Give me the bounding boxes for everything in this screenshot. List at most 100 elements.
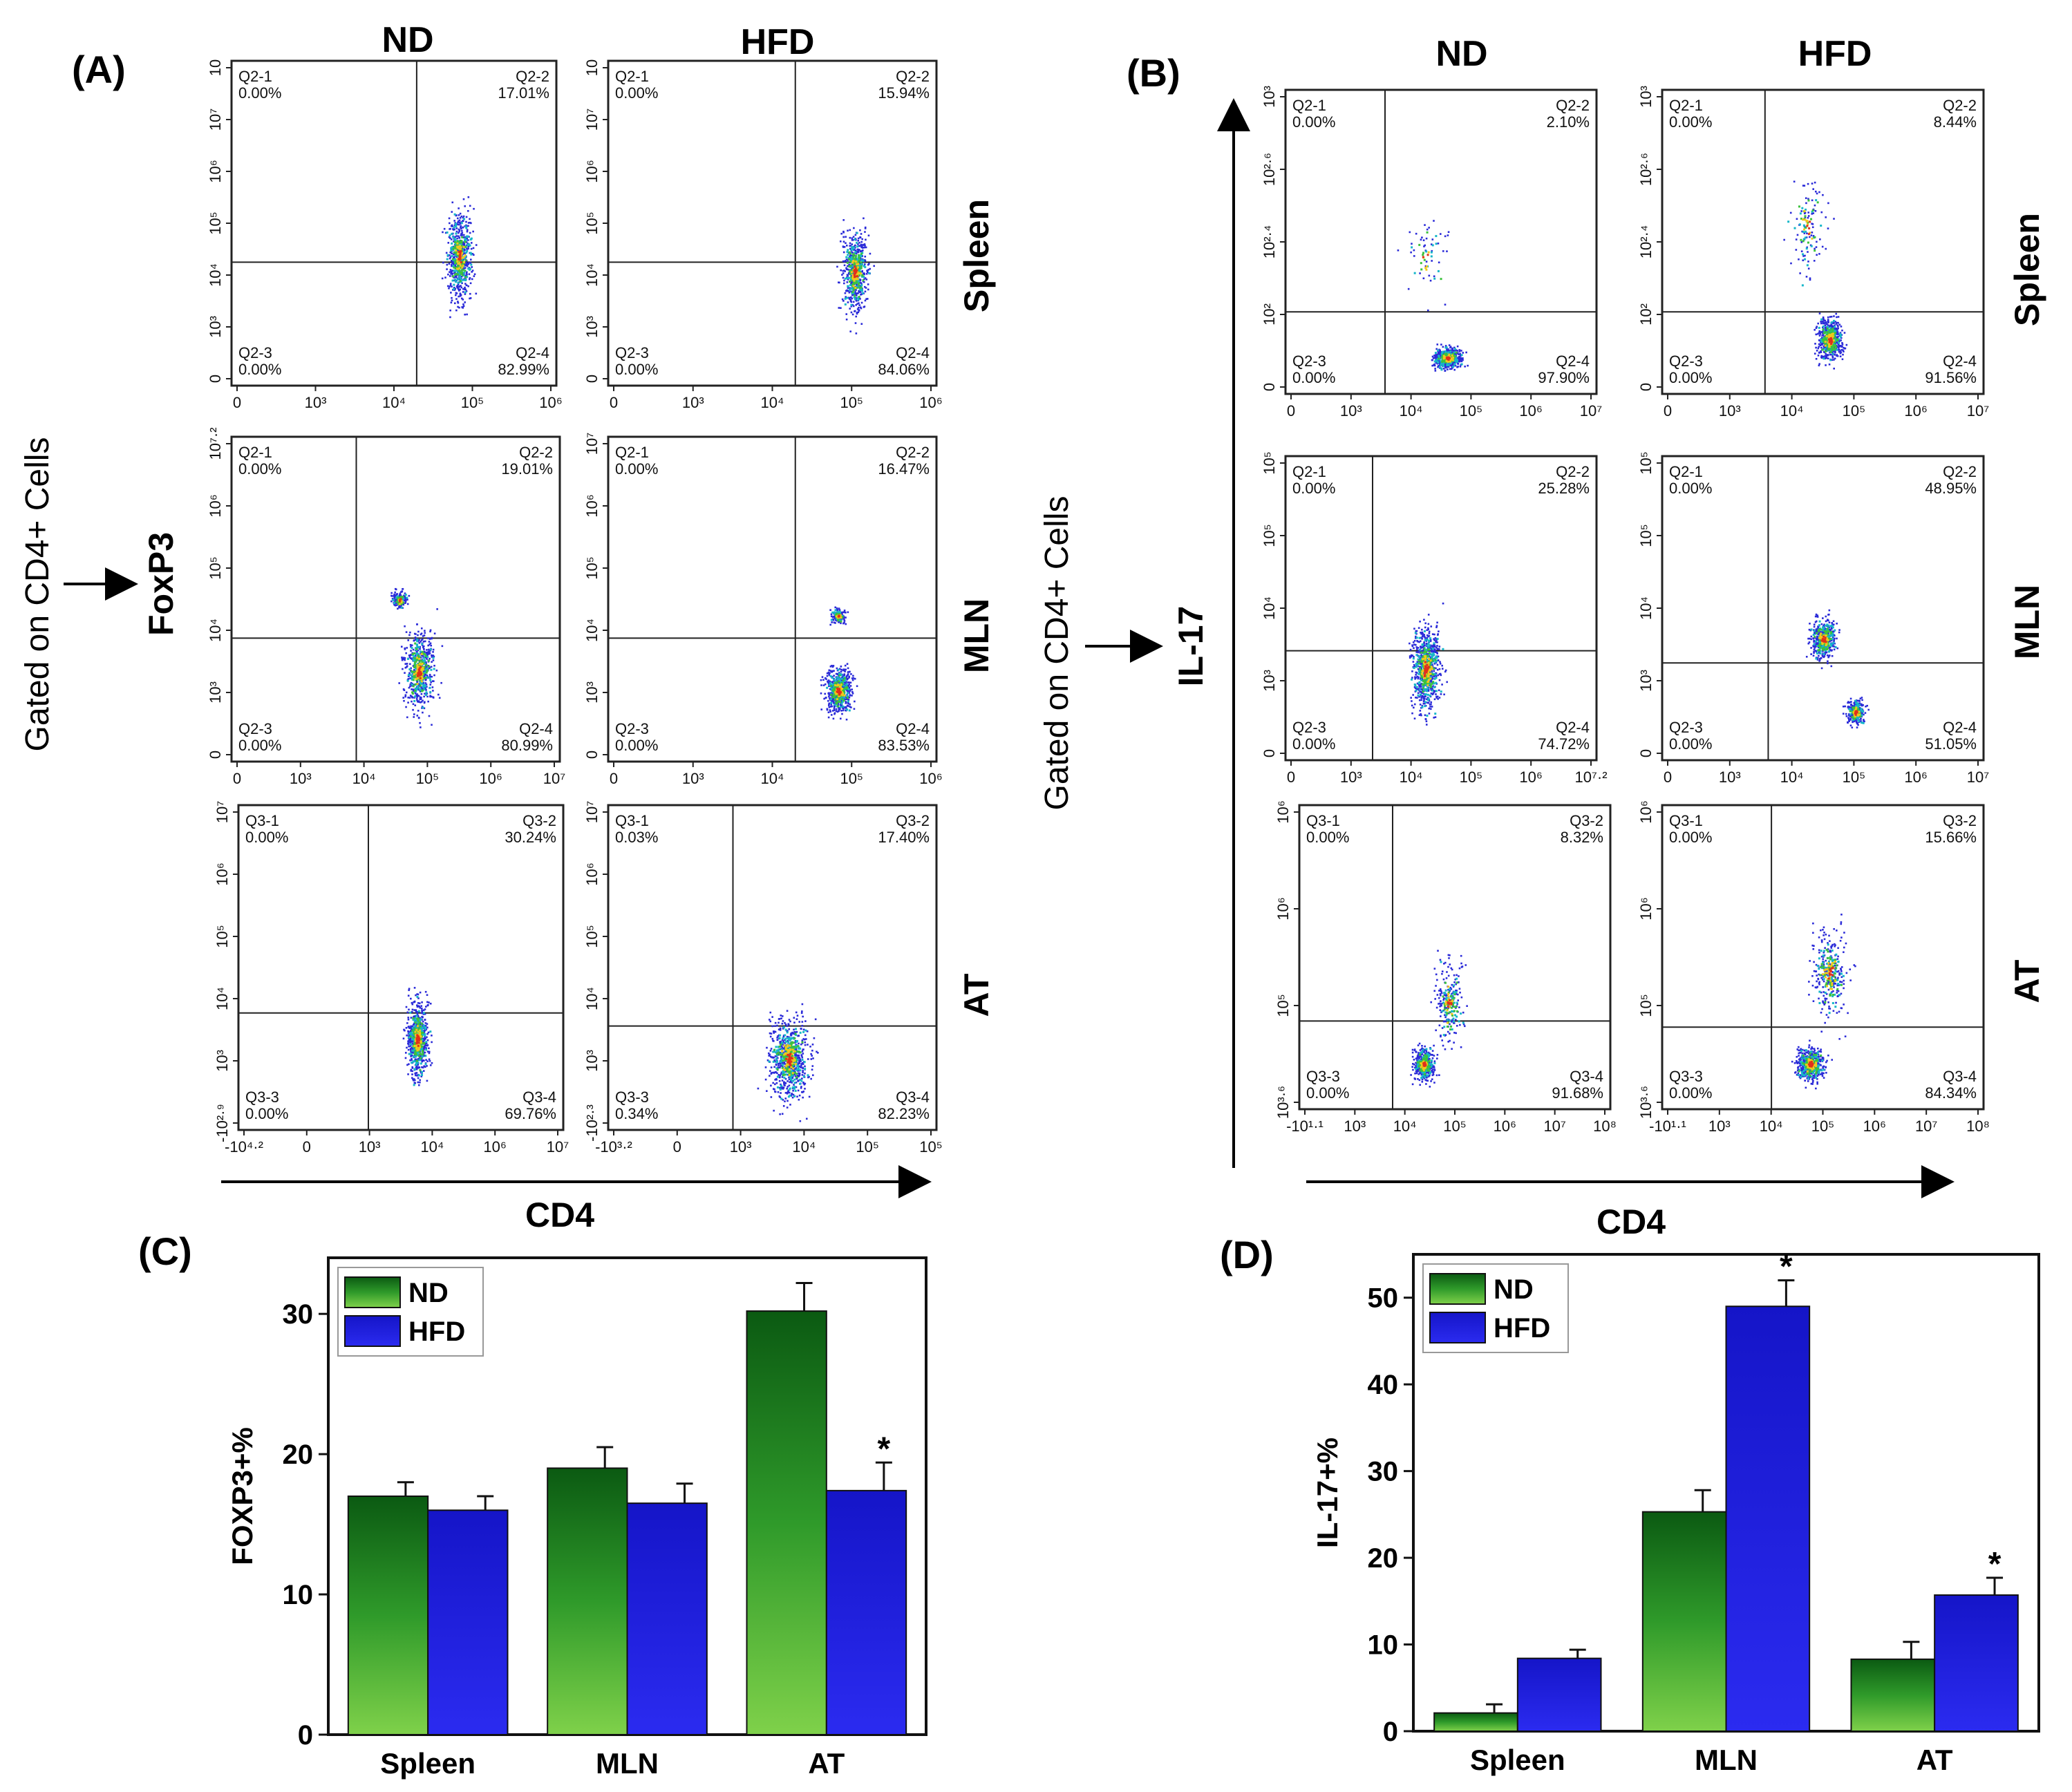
event-dot <box>843 279 845 282</box>
event-dot-dense <box>851 245 854 248</box>
event-dot-dense <box>776 1086 779 1088</box>
event-dot <box>858 245 860 247</box>
event-dot <box>774 1071 777 1073</box>
event-dot <box>783 1084 785 1086</box>
event-dot <box>822 684 825 686</box>
y-tick-label: 10⁴ <box>207 619 224 642</box>
event-dot <box>451 201 454 204</box>
event-dot-dense <box>422 706 424 709</box>
event-dot <box>793 1017 795 1019</box>
event-dot-dense <box>453 287 455 290</box>
event-dot <box>417 695 419 697</box>
event-dot <box>417 1058 420 1060</box>
event-dot <box>404 694 407 697</box>
event-dot-dense <box>861 292 864 294</box>
event-dot-dense <box>417 1041 420 1044</box>
event-dot <box>825 678 827 680</box>
event-dot <box>451 270 453 272</box>
event-dot-dense <box>768 1060 771 1063</box>
event-dot <box>464 283 467 285</box>
event-dot <box>413 713 415 715</box>
event-dot <box>830 613 833 616</box>
event-dot <box>469 277 471 279</box>
event-dot <box>419 991 422 994</box>
event-dot <box>425 661 427 663</box>
event-dot <box>415 1066 417 1068</box>
x-tick-label: 10⁵ <box>416 770 440 787</box>
event-dot <box>464 288 467 291</box>
event-dot <box>463 248 466 251</box>
event-dot-dense <box>850 303 853 306</box>
event-dot <box>429 629 432 632</box>
event-dot-dense <box>857 280 860 283</box>
event-dot <box>799 1058 802 1061</box>
event-dot-dense <box>417 645 420 648</box>
event-dot-dense <box>840 702 843 705</box>
event-dot <box>422 641 425 643</box>
event-dot-dense <box>411 1062 413 1064</box>
event-dot-dense <box>416 1049 419 1052</box>
flow-plot: Q2-1 0.00%Q2-2 19.01%Q2-3 0.00%Q2-4 80.99%10… <box>207 427 565 787</box>
event-dot <box>457 221 459 224</box>
event-dot <box>779 1062 781 1065</box>
event-dot-dense <box>462 260 464 263</box>
event-dot <box>829 688 831 690</box>
event-dot <box>831 616 834 619</box>
event-dot <box>410 1030 412 1032</box>
event-dot <box>404 601 407 603</box>
quadrant-label: Q3-2 30.24% <box>505 812 556 846</box>
event-dot <box>792 1093 795 1096</box>
event-dot <box>810 1077 812 1080</box>
event-dot <box>408 1039 411 1041</box>
event-dot <box>786 1030 788 1032</box>
event-dot <box>811 1049 813 1052</box>
event-dot-dense <box>420 1035 422 1038</box>
event-dot <box>455 214 458 217</box>
event-dot <box>449 285 451 287</box>
event-dot-dense <box>789 1071 791 1073</box>
event-dot <box>850 305 853 308</box>
event-dot-dense <box>858 286 861 289</box>
event-dot-dense <box>411 654 414 657</box>
event-dot <box>457 301 459 303</box>
event-dot-dense <box>858 296 860 299</box>
event-dot <box>420 1070 422 1073</box>
event-dot <box>821 676 824 678</box>
event-dot <box>845 701 847 703</box>
event-dot-dense <box>420 1040 422 1043</box>
event-dot <box>848 696 851 699</box>
event-dot-dense <box>454 262 457 265</box>
event-dot-dense <box>791 1053 793 1055</box>
event-dot-dense <box>785 1048 788 1050</box>
event-dot <box>409 1059 411 1062</box>
event-dot-dense <box>846 695 849 697</box>
event-dot <box>800 1062 803 1065</box>
event-dot <box>865 272 868 275</box>
event-dot <box>410 1025 412 1028</box>
event-dot <box>782 1105 785 1107</box>
x-tick-label: 10⁶ <box>539 394 563 411</box>
event-dot <box>412 1042 414 1045</box>
event-dot <box>408 1026 411 1029</box>
event-dot <box>407 1073 409 1075</box>
event-dot <box>852 305 855 308</box>
event-dot-dense <box>424 684 426 687</box>
event-dot <box>864 299 867 302</box>
event-dot <box>467 263 470 265</box>
event-dot-dense <box>419 684 422 687</box>
event-dot-dense <box>845 683 848 686</box>
event-dot-dense <box>789 1064 792 1066</box>
event-dot-dense <box>840 689 842 692</box>
event-dot <box>430 681 432 683</box>
event-dot <box>456 217 459 220</box>
quadrant-label: Q2-1 0.00% <box>238 68 281 102</box>
event-dot-dense <box>838 693 840 696</box>
x-tick-label: 10⁵ <box>461 394 484 411</box>
event-dot-dense <box>778 1053 781 1056</box>
event-dot <box>854 291 856 293</box>
event-dot-dense <box>784 1052 787 1055</box>
event-dot <box>843 620 846 622</box>
event-dot <box>801 1010 803 1012</box>
event-dot-dense <box>840 674 842 677</box>
event-dot <box>833 713 836 715</box>
